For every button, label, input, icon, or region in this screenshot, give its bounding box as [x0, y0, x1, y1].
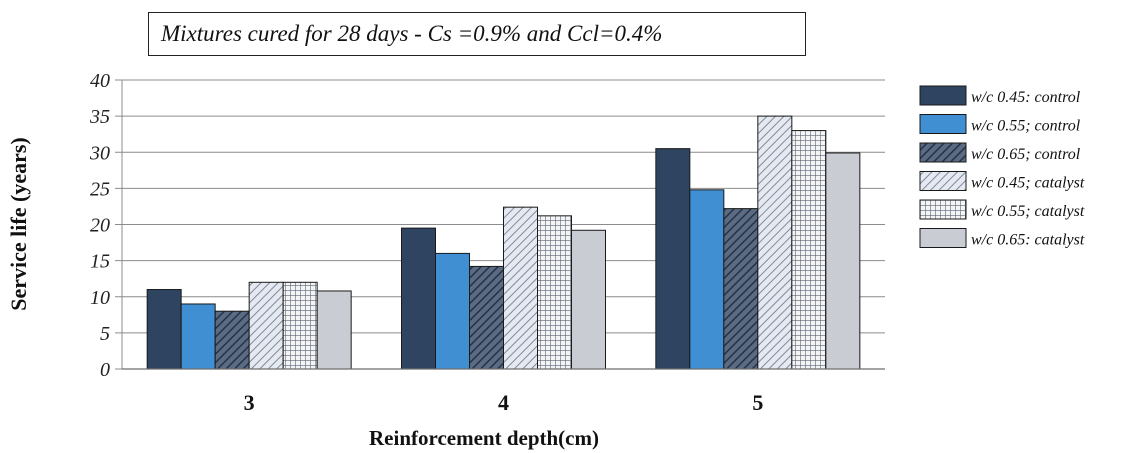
bar — [571, 229, 606, 370]
bar — [316, 290, 352, 370]
y-axis-title: Service life (years) — [6, 137, 31, 310]
bar — [146, 289, 182, 370]
bar — [655, 148, 691, 370]
legend-label: w/c 0.65; control — [971, 146, 1081, 163]
bar — [214, 310, 250, 370]
bar — [537, 215, 572, 370]
bar — [401, 227, 436, 370]
legend-label: w/c 0.65: catalyst — [971, 232, 1085, 249]
y-tick-label: 40 — [90, 70, 110, 92]
y-tick-label: 10 — [90, 287, 110, 309]
bar — [791, 130, 827, 370]
y-tick-label: 20 — [90, 215, 110, 237]
legend-swatch — [919, 142, 967, 163]
y-tick-label: 15 — [90, 251, 110, 273]
legend-label: w/c 0.45: control — [971, 89, 1081, 106]
y-tick-label: 25 — [90, 178, 110, 200]
bar — [503, 206, 538, 370]
legend-swatch — [919, 171, 967, 191]
y-tick-label: 0 — [100, 359, 110, 381]
bar — [723, 208, 759, 370]
x-tick-label: 5 — [752, 390, 763, 415]
legend-swatch — [919, 199, 967, 220]
bar — [757, 115, 793, 370]
bar — [469, 265, 504, 370]
bar — [825, 152, 861, 370]
legend-swatch — [919, 114, 967, 134]
bar — [180, 303, 216, 370]
bar — [282, 281, 318, 370]
x-tick-label: 3 — [244, 390, 255, 415]
bar — [248, 281, 284, 370]
chart-title: Mixtures cured for 28 days - Cs =0.9% an… — [148, 12, 806, 56]
x-tick-label: 4 — [498, 390, 509, 415]
bar — [435, 252, 470, 370]
legend-swatch — [919, 85, 967, 106]
legend-label: w/c 0.55; catalyst — [971, 203, 1085, 220]
legend-label: w/c 0.55; control — [971, 118, 1081, 135]
y-tick-label: 35 — [89, 106, 110, 128]
x-axis-title: Reinforcement depth(cm) — [369, 426, 599, 450]
bar — [689, 189, 725, 370]
legend-label: w/c 0.45; catalyst — [971, 175, 1085, 192]
y-tick-label: 30 — [89, 142, 110, 164]
legend-swatch — [919, 228, 967, 248]
y-tick-label: 5 — [100, 323, 110, 345]
